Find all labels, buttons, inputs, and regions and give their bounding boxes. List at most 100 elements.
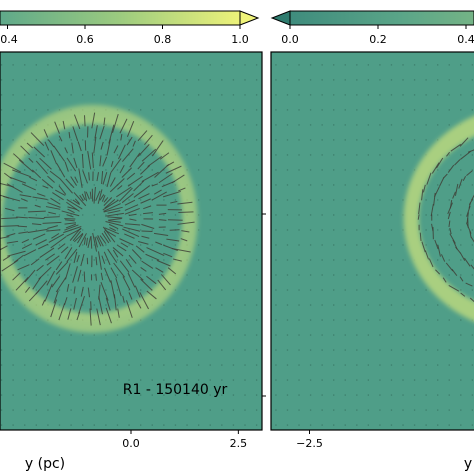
polarization-vector [76,311,81,321]
grid-dot [344,199,346,201]
grid-dot [186,79,188,81]
grid-dot [12,199,14,201]
grid-dot [309,304,312,306]
grid-dot [309,124,312,126]
polarization-vector [73,251,78,264]
grid-dot [413,349,416,351]
polarization-vector [77,141,82,152]
grid-dot [460,244,462,246]
colorbar-tick-label: 1.0 [231,33,249,46]
grid-dot [186,364,188,366]
grid-dot [209,394,211,396]
grid-dot [321,349,323,351]
polarization-vector [122,228,140,238]
polarization-vector [46,270,56,286]
grid-dot [356,109,358,111]
grid-dot [437,364,439,366]
grid-dot [367,349,370,351]
grid-dot [35,184,37,186]
polarization-vector [56,163,66,178]
grid-dot [70,289,72,291]
grid-dot [471,259,474,261]
polarization-vector [24,269,36,283]
grid-dot [140,184,142,186]
grid-dot [58,304,61,306]
polarization-vector [459,137,469,147]
polarization-vector [61,210,80,217]
polarization-vector [62,120,66,130]
polarization-vector [95,256,98,266]
grid-dot [367,79,370,81]
grid-dot [221,289,223,291]
grid-dot [0,304,3,306]
polarization-vector [73,114,81,130]
grid-dot [275,394,277,396]
grid-dot [174,409,177,411]
polarization-vector [103,117,106,126]
grid-dot [344,289,346,291]
polarization-vector [469,297,474,303]
grid-dot [140,64,142,66]
polarization-vector [99,235,107,244]
grid-dot [209,274,211,276]
grid-dot [460,424,462,426]
grid-dot [255,244,258,246]
polarization-vector [117,308,120,318]
grid-dot [356,334,358,336]
grid-dot [460,79,462,81]
grid-dot [244,214,246,216]
grid-dot [402,79,404,81]
grid-dot [163,424,165,426]
polarization-vector [137,161,145,170]
polarization-vector [466,212,469,224]
polarization-vector [103,230,111,242]
polarization-vector [125,258,132,268]
grid-dot [309,79,312,81]
polarization-vector [127,175,143,187]
polarization-vector [180,238,188,242]
grid-dot [244,64,246,66]
colorbar-left-ticks: 0.4 0.6 0.8 1.0 [0,25,249,46]
grid-dot [116,229,119,231]
grid-dot [116,199,119,201]
grid-dot [221,64,223,66]
grid-dot [209,364,211,366]
colorbar-left-extend-arrow [239,10,260,26]
grid-dot [24,424,26,426]
grid-dot [58,409,61,411]
polarization-vector [173,258,182,262]
polarization-vector [17,264,30,271]
grid-dot [309,289,312,291]
grid-dot [174,319,177,321]
polarization-vector [21,183,36,191]
grid-dot [24,259,26,261]
grid-dot [24,64,26,66]
grid-dot [70,409,72,411]
grid-dot [140,364,142,366]
grid-dot [471,229,474,231]
grid-dot [413,424,416,426]
polarization-vector [27,210,46,213]
polarization-vector [73,157,78,169]
grid-dot [47,79,49,81]
grid-dot [460,289,462,291]
grid-dot [0,139,3,141]
grid-dot [151,379,153,381]
polarization-vector [119,165,125,174]
grid-dot [255,289,258,291]
polarization-vector [421,241,426,253]
polarization-vector [80,286,84,297]
grid-dot [186,109,188,111]
grid-dot [116,244,119,246]
grid-dot [402,319,404,321]
polarization-vector [110,158,122,174]
grid-dot [298,319,300,321]
polarization-vector [60,246,69,254]
grid-dot [356,184,358,186]
grid-dot [356,79,358,81]
grid-dot [471,289,474,291]
grid-dot [413,304,416,306]
polarization-vector [12,169,32,178]
grid-dot [437,259,439,261]
grid-dot [255,154,258,156]
